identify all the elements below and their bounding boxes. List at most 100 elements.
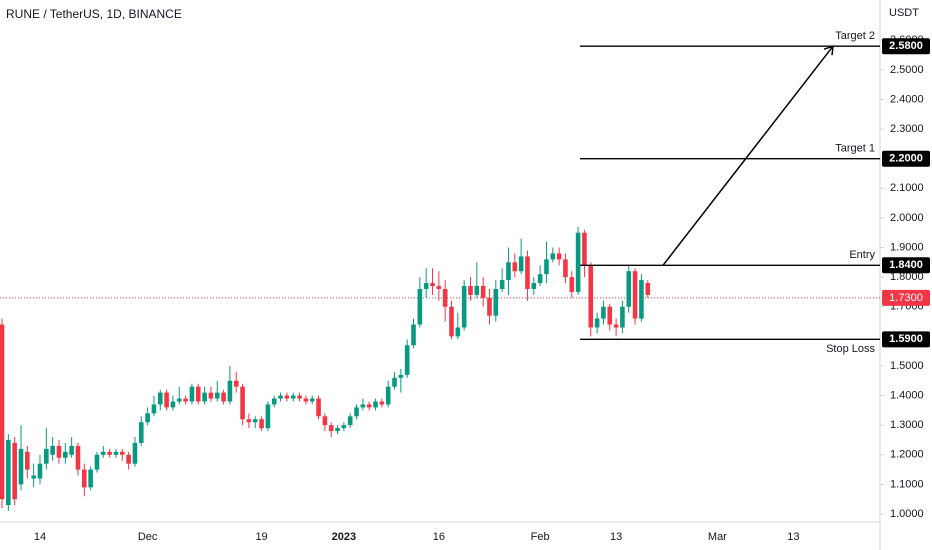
candle-body <box>449 306 454 337</box>
candle-body <box>354 407 359 417</box>
projection-arrow <box>662 45 834 266</box>
candle-body <box>113 451 119 455</box>
candle-body <box>75 445 81 470</box>
level-value-box <box>882 331 930 348</box>
y-tick-label: 1.0000 <box>890 508 924 520</box>
candle-body <box>569 277 575 292</box>
y-tick-label: 1.8000 <box>890 271 924 283</box>
y-tick-label: 2.0000 <box>890 212 924 224</box>
x-tick-label: 2023 <box>332 531 356 543</box>
y-tick-label: 1.3000 <box>890 419 924 431</box>
candle-body <box>195 386 201 402</box>
x-tick-label: Feb <box>531 531 550 543</box>
candle-body <box>588 265 594 328</box>
level-value-label: 1.5900 <box>889 333 923 345</box>
candle-body <box>639 280 644 319</box>
candle-body <box>151 404 157 414</box>
candle-body <box>607 306 613 325</box>
candle-body <box>506 262 511 281</box>
candle-body <box>379 401 385 405</box>
x-tick-label: 16 <box>433 531 445 543</box>
candle-body <box>645 283 651 295</box>
candle-body <box>455 327 461 337</box>
candle-body <box>417 288 423 325</box>
candle-body <box>145 413 150 423</box>
candle-body <box>37 463 43 479</box>
candle-body <box>183 398 188 402</box>
candle-body <box>44 448 49 464</box>
candle-body <box>493 288 499 316</box>
candle-body <box>303 398 309 402</box>
candle-body <box>290 395 296 399</box>
y-tick-label: 2.3000 <box>890 123 924 135</box>
candle-body <box>189 386 195 402</box>
candle-body <box>56 445 62 458</box>
candle-body <box>119 451 125 455</box>
candle-body <box>613 324 619 328</box>
candle-body <box>392 377 397 387</box>
candle-body <box>252 419 258 423</box>
candle-body <box>0 324 5 500</box>
candle-body <box>63 451 68 458</box>
candle-body <box>461 286 467 328</box>
candle-body <box>233 380 239 387</box>
level-value-box <box>882 38 930 55</box>
candle-body <box>550 253 556 260</box>
candle-body <box>512 262 518 272</box>
candle-body <box>18 448 24 485</box>
x-tick-label: 14 <box>34 531 46 543</box>
candle-body <box>246 419 252 423</box>
level-value-label: 2.2000 <box>889 153 923 165</box>
y-tick-label: 2.1000 <box>890 182 924 194</box>
candle-body <box>107 451 112 455</box>
candle-body <box>430 283 435 287</box>
candle-body <box>373 401 378 408</box>
candle-body <box>227 380 233 402</box>
candle-body <box>259 419 264 429</box>
level-value-box <box>882 257 930 274</box>
candle-body <box>563 259 568 278</box>
candle-body <box>240 386 245 420</box>
candle-body <box>335 428 340 432</box>
candle-body <box>487 297 492 316</box>
candle-body <box>82 469 87 488</box>
candle-body <box>474 286 480 295</box>
current-price-label: 1.7300 <box>889 292 923 304</box>
candle-body <box>202 392 207 402</box>
candle-body <box>525 256 530 289</box>
candle-body <box>360 404 366 408</box>
x-tick-label: 13 <box>787 531 799 543</box>
candle-body <box>126 454 131 464</box>
candle-body <box>575 232 581 292</box>
candle-body <box>12 442 17 500</box>
candle-body <box>214 392 220 399</box>
candle-body <box>170 401 176 408</box>
level-value-box <box>882 150 930 167</box>
candle-body <box>582 232 587 266</box>
x-tick-label: 19 <box>255 531 267 543</box>
candle-body <box>499 280 505 289</box>
y-axis-label: USDT <box>889 7 919 19</box>
candle-body <box>385 386 391 405</box>
candle-body <box>442 288 448 307</box>
candle-body <box>164 392 169 408</box>
candle-body <box>132 442 138 464</box>
level-label: Entry <box>849 249 875 261</box>
level-label: Stop Loss <box>826 343 875 355</box>
candle-body <box>221 392 226 402</box>
candle-body <box>138 422 144 443</box>
candle-body <box>404 345 410 375</box>
candle-body <box>328 425 334 432</box>
candle-body <box>284 395 290 399</box>
candle-body <box>208 392 214 399</box>
candle-body <box>518 256 524 272</box>
candle-body <box>411 324 416 346</box>
candle-body <box>626 271 632 307</box>
candle-body <box>531 283 537 289</box>
candle-body <box>594 318 600 328</box>
candle-body <box>347 416 353 426</box>
candle-body <box>366 404 372 408</box>
candle-body <box>632 271 638 319</box>
